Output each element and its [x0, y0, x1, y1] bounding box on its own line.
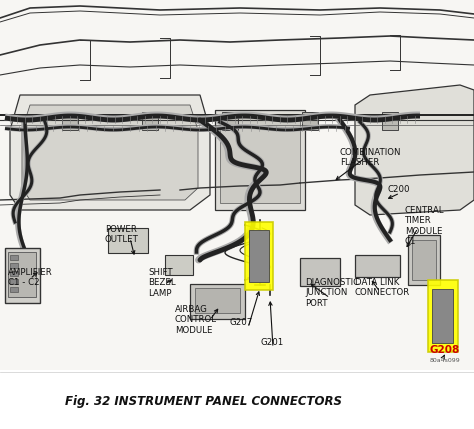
Text: DIAGNOSTIC
JUNCTION
PORT: DIAGNOSTIC JUNCTION PORT — [305, 278, 359, 308]
Bar — [10, 287, 18, 292]
Text: G207: G207 — [230, 318, 253, 327]
Bar — [165, 255, 193, 275]
Bar — [10, 263, 18, 268]
Bar — [428, 280, 458, 352]
Text: C200: C200 — [388, 185, 410, 194]
Polygon shape — [22, 105, 198, 200]
Bar — [382, 112, 398, 130]
Polygon shape — [355, 85, 474, 215]
Bar — [302, 112, 318, 130]
Text: AIRBAG
CONTROL
MODULE: AIRBAG CONTROL MODULE — [175, 305, 217, 335]
Text: COMBINATION
FLASHER: COMBINATION FLASHER — [340, 148, 401, 167]
Bar — [222, 112, 238, 130]
Bar — [245, 222, 273, 290]
Bar — [220, 115, 300, 203]
Text: SHIFT
BEZEL
LAMP: SHIFT BEZEL LAMP — [148, 268, 176, 298]
Text: G201: G201 — [261, 338, 284, 347]
Bar — [300, 258, 340, 286]
Text: CENTRAL
TIMER
MODULE
C1: CENTRAL TIMER MODULE C1 — [405, 206, 445, 246]
Bar — [408, 235, 440, 285]
Bar — [215, 110, 305, 210]
Text: Fig. 32 INSTRUMENT PANEL CONNECTORS: Fig. 32 INSTRUMENT PANEL CONNECTORS — [65, 395, 342, 408]
Polygon shape — [10, 95, 210, 210]
Bar — [195, 288, 240, 313]
Bar — [432, 289, 454, 343]
Bar — [10, 255, 18, 260]
Bar — [355, 255, 400, 277]
Bar — [10, 279, 18, 284]
Bar — [8, 252, 36, 297]
Text: G208: G208 — [430, 345, 460, 355]
Bar — [5, 248, 40, 303]
Bar — [190, 284, 245, 319]
Bar — [108, 228, 148, 253]
Text: AMPLIFIER
C1 - C2: AMPLIFIER C1 - C2 — [8, 268, 53, 287]
Bar — [412, 240, 436, 280]
Text: DATA LINK
CONNECTOR: DATA LINK CONNECTOR — [355, 278, 410, 297]
Text: POWER
OUTLET: POWER OUTLET — [105, 225, 139, 245]
Bar — [0, 0, 474, 370]
Bar — [62, 112, 78, 130]
Bar — [249, 230, 269, 282]
Bar — [142, 112, 158, 130]
Text: 80a4s099: 80a4s099 — [430, 358, 461, 363]
Bar — [10, 271, 18, 276]
